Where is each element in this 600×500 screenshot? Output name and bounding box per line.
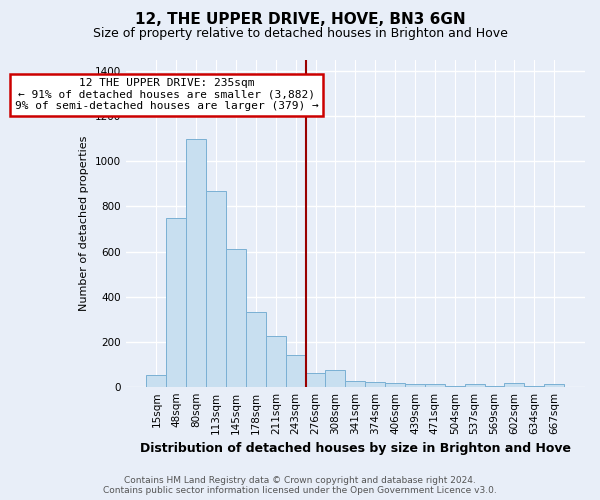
Bar — [425, 384, 445, 386]
Bar — [305, 373, 325, 386]
Bar — [464, 384, 485, 386]
Text: Size of property relative to detached houses in Brighton and Hove: Size of property relative to detached ho… — [92, 28, 508, 40]
Text: 12 THE UPPER DRIVE: 235sqm
← 91% of detached houses are smaller (3,882)
9% of se: 12 THE UPPER DRIVE: 235sqm ← 91% of deta… — [14, 78, 318, 111]
Y-axis label: Number of detached properties: Number of detached properties — [79, 136, 89, 311]
Bar — [505, 384, 524, 386]
Bar — [346, 381, 365, 386]
Bar — [226, 249, 246, 386]
Bar — [146, 376, 166, 386]
Bar — [286, 355, 305, 386]
Bar — [365, 382, 385, 386]
Bar — [325, 370, 346, 386]
X-axis label: Distribution of detached houses by size in Brighton and Hove: Distribution of detached houses by size … — [140, 442, 571, 455]
Bar — [544, 384, 564, 386]
Bar — [246, 312, 266, 386]
Bar — [166, 218, 186, 386]
Bar — [206, 190, 226, 386]
Bar — [186, 139, 206, 386]
Text: 12, THE UPPER DRIVE, HOVE, BN3 6GN: 12, THE UPPER DRIVE, HOVE, BN3 6GN — [134, 12, 466, 28]
Bar — [405, 384, 425, 386]
Bar — [385, 384, 405, 386]
Bar — [266, 336, 286, 386]
Text: Contains HM Land Registry data © Crown copyright and database right 2024.
Contai: Contains HM Land Registry data © Crown c… — [103, 476, 497, 495]
